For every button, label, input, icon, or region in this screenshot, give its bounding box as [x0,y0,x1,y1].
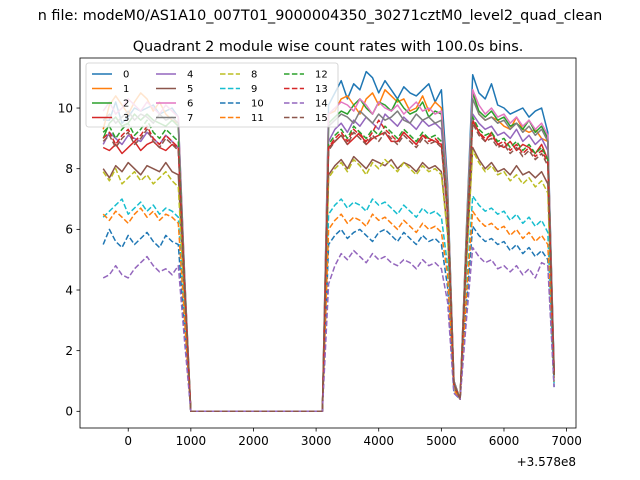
x-tick-label: 5000 [426,434,457,448]
legend-label-8: 8 [251,70,257,81]
legend-box [85,62,339,128]
x-tick-label: 3000 [301,434,332,448]
x-tick-label: 6000 [489,434,520,448]
legend-label-13: 13 [315,84,328,95]
figure-suptitle: n file: modeM0/AS1A10_007T01_9000004350_… [38,8,603,24]
y-tick-label: 4 [65,283,73,297]
y-tick-label: 8 [65,162,73,176]
x-tick-label: 4000 [363,434,394,448]
legend-label-0: 0 [123,70,129,81]
x-tick-label: 7000 [551,434,582,448]
series-line-15 [102,122,555,413]
legend-label-5: 5 [187,84,193,95]
series-line-12 [102,116,555,413]
x-tick-label: 1000 [176,434,207,448]
legend-label-11: 11 [251,113,264,124]
series-line-9 [102,195,555,413]
legend-label-7: 7 [187,113,193,124]
legend-label-3: 3 [123,113,129,124]
x-tick-label: 2000 [238,434,269,448]
y-tick-label: 0 [65,405,73,419]
plot-border [79,57,577,429]
axes-ticks: 0 1000 2000 3000 4000 5000 6000 7000 0 2 4 6 8 10 [58,101,582,448]
legend-label-1: 1 [123,84,129,95]
x-offset-label: +3.578e8 [517,455,576,469]
series-line-8 [102,149,555,413]
x-tick-label: 0 [124,434,132,448]
series-line-14 [102,246,555,413]
y-tick-label: 10 [58,101,73,115]
legend-label-9: 9 [251,84,257,95]
y-tick-label: 6 [65,223,73,237]
series-line-10 [102,225,555,413]
legend-label-12: 12 [315,70,328,81]
legend-label-6: 6 [187,99,193,110]
chart-title: Quadrant 2 module wise count rates with … [133,39,524,55]
series-line-11 [102,207,555,413]
legend-label-10: 10 [251,99,264,110]
y-tick-label: 2 [65,344,73,358]
legend-label-2: 2 [123,99,129,110]
legend-label-4: 4 [187,70,193,81]
legend-label-14: 14 [315,99,328,110]
legend-label-15: 15 [315,113,328,124]
series-line-13 [102,119,555,413]
